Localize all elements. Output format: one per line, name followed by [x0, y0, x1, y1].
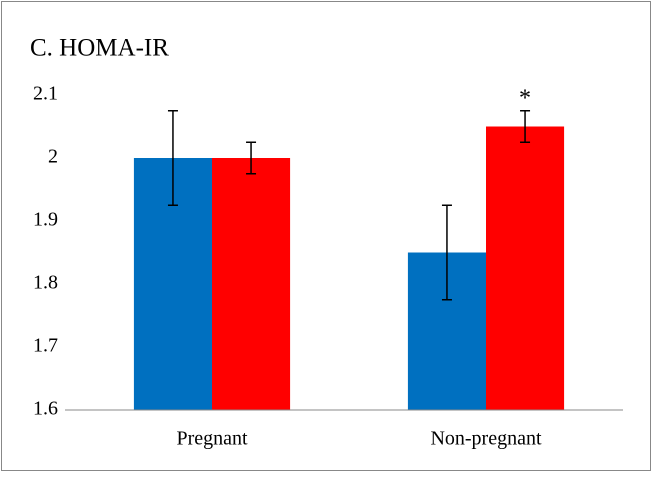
error-bar	[167, 110, 178, 206]
x-tick-label: Pregnant	[176, 428, 248, 450]
y-tick-label: 1.9	[33, 209, 58, 231]
chart-title: C. HOMA-IR	[30, 35, 169, 62]
x-tick-label: Non-pregnant	[430, 428, 542, 450]
error-bar	[441, 204, 452, 301]
annotation: *	[519, 86, 531, 112]
y-tick-label: 1.6	[33, 398, 58, 420]
y-tick-label: 1.8	[33, 272, 58, 294]
y-tick-label: 2.1	[33, 83, 58, 105]
bar	[212, 158, 291, 410]
error-bar	[246, 141, 257, 175]
error-bar	[520, 110, 531, 143]
y-tick-label: 1.7	[33, 335, 58, 357]
bar	[486, 126, 565, 410]
y-tick-label: 2	[48, 146, 58, 168]
